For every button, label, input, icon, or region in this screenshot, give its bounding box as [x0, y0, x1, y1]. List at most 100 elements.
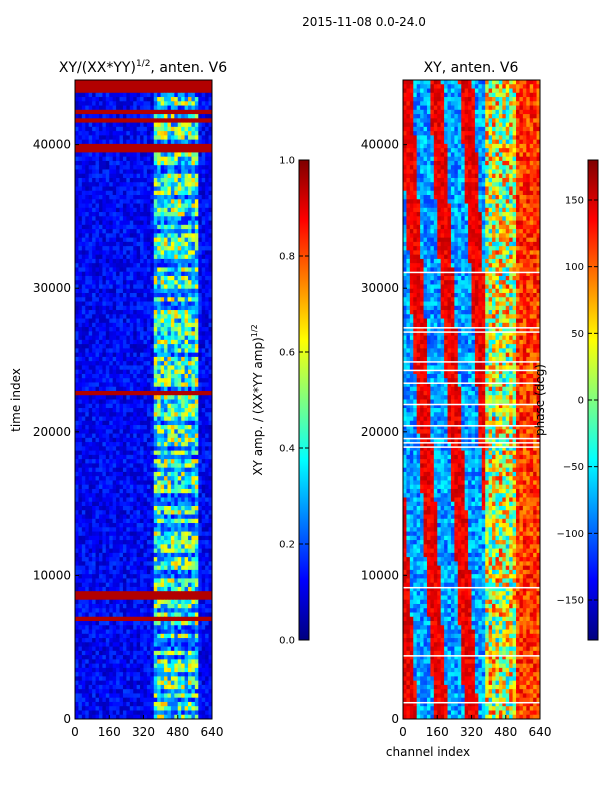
amplitude-cell — [95, 450, 100, 456]
amplitude-cell — [119, 267, 124, 273]
amplitude-cell — [177, 535, 182, 541]
amplitude-cell — [109, 331, 114, 337]
amplitude-cell — [119, 212, 124, 217]
amplitude-cell — [140, 425, 145, 430]
amplitude-cell — [194, 322, 199, 328]
amplitude-cell — [81, 352, 86, 358]
amplitude-cell — [126, 135, 131, 141]
amplitude-cell — [119, 382, 124, 388]
amplitude-cell — [116, 195, 121, 200]
amplitude-cell — [198, 356, 203, 362]
amplitude-cell — [116, 229, 121, 234]
amplitude-cell — [102, 446, 107, 452]
amplitude-cell — [181, 275, 186, 281]
amplitude-cell — [109, 288, 114, 294]
amplitude-cell — [157, 271, 162, 277]
amplitude-cell — [122, 177, 127, 183]
amplitude-cell — [102, 310, 107, 315]
amplitude-cell — [201, 369, 206, 375]
amplitude-cell — [205, 203, 210, 209]
amplitude-cell — [208, 118, 212, 124]
amplitude-cell — [98, 420, 103, 426]
amplitude-cell — [95, 118, 100, 124]
amplitude-cell — [164, 126, 169, 132]
amplitude-cell — [136, 288, 141, 294]
amplitude-cell — [208, 335, 212, 341]
amplitude-cell — [88, 335, 93, 341]
amplitude-cell — [174, 501, 179, 507]
amplitude-cell — [146, 493, 151, 499]
amplitude-cell — [167, 574, 172, 580]
amplitude-cell — [105, 237, 110, 243]
amplitude-cell — [126, 514, 131, 520]
amplitude-cell — [140, 148, 145, 154]
amplitude-cell — [170, 173, 175, 179]
amplitude-cell — [98, 408, 103, 413]
amplitude-cell — [160, 80, 165, 85]
amplitude-cell — [143, 135, 148, 141]
amplitude-cell — [92, 314, 97, 320]
amplitude-cell — [201, 297, 206, 303]
amplitude-cell — [136, 139, 141, 145]
amplitude-cell — [81, 186, 86, 192]
amplitude-cell — [75, 493, 80, 499]
amplitude-cell — [191, 275, 196, 281]
amplitude-cell — [146, 263, 151, 269]
amplitude-cell — [205, 420, 210, 426]
amplitude-cell — [129, 246, 134, 251]
amplitude-cell — [136, 463, 141, 469]
amplitude-cell — [177, 446, 182, 452]
amplitude-cell — [198, 280, 203, 286]
amplitude-cell — [146, 420, 151, 426]
amplitude-cell — [136, 595, 141, 601]
amplitude-cell — [170, 301, 175, 307]
amplitude-cell — [181, 463, 186, 469]
amplitude-cell — [133, 267, 138, 273]
amplitude-cell — [140, 237, 145, 243]
amplitude-cell — [167, 297, 172, 303]
amplitude-cell — [184, 356, 189, 362]
amplitude-cell — [122, 523, 127, 528]
amplitude-cell — [167, 557, 172, 562]
amplitude-cell — [119, 88, 124, 94]
amplitude-cell — [194, 152, 199, 158]
amplitude-cell — [198, 169, 203, 175]
amplitude-cell — [143, 84, 148, 90]
amplitude-cell — [146, 557, 151, 562]
amplitude-cell — [174, 207, 179, 213]
amplitude-cell — [140, 395, 145, 401]
amplitude-cell — [181, 565, 186, 571]
amplitude-cell — [181, 250, 186, 256]
amplitude-cell — [85, 390, 90, 396]
amplitude-cell — [105, 84, 110, 90]
amplitude-cell — [143, 263, 148, 269]
amplitude-cell — [191, 288, 196, 294]
amplitude-cell — [170, 420, 175, 426]
amplitude-cell — [81, 258, 86, 264]
amplitude-cell — [160, 310, 165, 315]
amplitude-cell — [194, 301, 199, 307]
amplitude-cell — [150, 139, 155, 145]
amplitude-cell — [194, 216, 199, 222]
amplitude-cell — [129, 165, 134, 171]
amplitude-cell — [157, 322, 162, 328]
amplitude-cell — [153, 412, 158, 418]
amplitude-cell — [78, 535, 83, 541]
amplitude-cell — [188, 237, 193, 243]
amplitude-cell — [95, 531, 100, 537]
amplitude-cell — [95, 284, 100, 290]
amplitude-cell — [105, 574, 110, 580]
amplitude-cell — [153, 437, 158, 443]
amplitude-cell — [102, 109, 107, 115]
amplitude-cell — [208, 271, 212, 277]
amplitude-cell — [146, 480, 151, 486]
amplitude-cell — [122, 518, 127, 524]
amplitude-cell — [78, 327, 83, 332]
amplitude-cell — [188, 365, 193, 371]
amplitude-cell — [92, 318, 97, 324]
amplitude-cell — [205, 109, 210, 115]
amplitude-cell — [85, 165, 90, 171]
amplitude-cell — [198, 84, 203, 90]
amplitude-cell — [181, 263, 186, 269]
amplitude-cell — [184, 173, 189, 179]
